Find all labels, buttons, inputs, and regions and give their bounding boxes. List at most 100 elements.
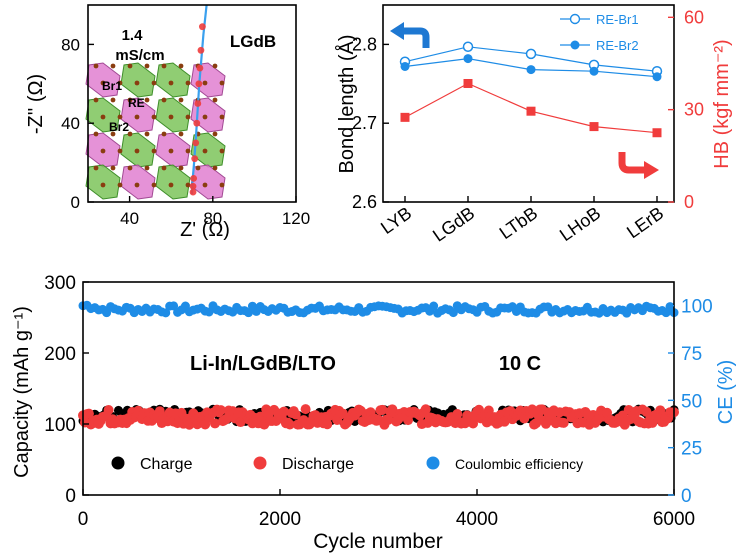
re-br2-point [589, 66, 599, 76]
legend-re-br2: RE-Br2 [596, 38, 639, 53]
site-label-br2: Br2 [109, 120, 129, 134]
discharge-point [209, 418, 220, 429]
bromine-atom [151, 80, 157, 86]
bromine-atom [219, 80, 225, 86]
green-polyhedron [155, 164, 191, 200]
category-label: LTbB [496, 203, 542, 243]
conductivity-unit: mS/cm [115, 47, 164, 64]
bond-length-plot-frame [382, 4, 675, 203]
rate-annotation: 10 C [499, 353, 541, 375]
capacity-y-tick-label: 200 [44, 344, 76, 365]
impedance-y-tick-label: 80 [61, 35, 80, 54]
category-label: LGdB [429, 203, 478, 246]
bromine-atom [134, 80, 140, 86]
hardness-point [589, 122, 599, 132]
bromine-atom [161, 63, 167, 69]
discharge-point [452, 408, 463, 419]
impedance-x-tick-label: 120 [282, 209, 310, 228]
legend-charge-marker [111, 456, 125, 470]
capacity-y-tick-label: 100 [44, 415, 76, 436]
bromine-atom [93, 63, 99, 69]
pink-polyhedron [85, 62, 121, 98]
bromine-atom [151, 148, 157, 154]
green-polyhedron [120, 62, 156, 98]
bromine-atom [202, 114, 208, 120]
discharge-point [420, 404, 431, 415]
legend-open-circle-marker [569, 13, 581, 25]
re-br2-point [526, 65, 536, 75]
cycle-x-tick-label: 4000 [456, 509, 498, 530]
bromine-atom [93, 131, 99, 137]
legend-filled-circle-marker [570, 40, 580, 50]
bond-length-legend: RE-Br1 RE-Br2 [560, 12, 639, 53]
ce-y-tick-label: 75 [681, 344, 702, 365]
re-br1-point [462, 41, 474, 53]
bromine-atom [168, 114, 174, 120]
left-axis-arrow-icon [401, 27, 430, 48]
discharge-point [558, 417, 569, 428]
bromine-atom [110, 165, 116, 171]
bromine-atom [212, 97, 218, 103]
bromine-atom [219, 114, 225, 120]
bromine-atom [100, 114, 106, 120]
impedance-point [189, 188, 197, 196]
bromine-atom [219, 182, 225, 188]
bond-length-panel: LYB LGdB LTbB LHoB LErB 2.6 2.7 2.8 0 30 60 RE-Br1… [335, 4, 733, 246]
bond-length-ticks: LYB LGdB LTbB LHoB LErB 2.6 2.7 2.8 0 30 60 [352, 7, 704, 245]
bond-length-y-label: Bond length (Å) [335, 35, 358, 174]
pink-polyhedron [190, 164, 226, 200]
bromine-atom [219, 148, 225, 154]
impedance-point [196, 64, 204, 72]
ce-y-label: CE (%) [715, 360, 737, 424]
bromine-atom [212, 63, 218, 69]
category-label: LYB [377, 203, 415, 238]
impedance-x-label: Z' (Ω) [180, 219, 230, 241]
bromine-atom [212, 165, 218, 171]
right-axis-arrow-icon [618, 152, 646, 174]
discharge-point [655, 405, 666, 416]
bond-length-y-tick-label: 2.7 [352, 113, 377, 133]
discharge-point [290, 409, 301, 420]
bromine-atom [117, 114, 123, 120]
legend-discharge-marker [253, 456, 267, 470]
cycling-plot-frame [82, 281, 675, 496]
bromine-atom [144, 131, 150, 137]
bromine-atom [144, 97, 150, 103]
cycle-x-tick-label: 2000 [259, 509, 301, 530]
impedance-point [192, 139, 200, 147]
bromine-atom [195, 165, 201, 171]
legend-discharge: Discharge [282, 456, 354, 473]
hardness-y-tick-label: 60 [684, 7, 704, 27]
discharge-point [531, 418, 542, 429]
discharge-point [468, 418, 479, 429]
bromine-atom [117, 80, 123, 86]
bromine-atom [93, 97, 99, 103]
impedance-marks [189, 4, 208, 196]
cycle-x-tick-label: 6000 [653, 509, 695, 530]
impedance-panel: 1.4 mS/cm LGdB Br1 RE Br2 40 80 120 0 40 80 -… [25, 4, 310, 241]
impedance-y-tick-label: 40 [61, 114, 80, 133]
legend-ce: Coulombic efficiency [455, 456, 583, 472]
bromine-atom [144, 165, 150, 171]
bromine-atom [178, 131, 184, 137]
impedance-x-tick-label: 80 [203, 209, 222, 228]
discharge-point [383, 414, 394, 425]
bromine-atom [144, 63, 150, 69]
re-br2-point [652, 72, 662, 82]
discharge-point [103, 404, 114, 415]
discharge-point [322, 419, 333, 430]
ce-y-tick-label: 25 [681, 439, 702, 460]
impedance-ticks: 40 80 120 0 40 80 [61, 35, 310, 228]
category-label: LHoB [556, 203, 604, 245]
bromine-atom [100, 148, 106, 154]
bromine-atom [100, 182, 106, 188]
site-label-re: RE [128, 96, 145, 110]
sample-label: LGdB [230, 32, 276, 51]
bromine-atom [127, 97, 133, 103]
impedance-y-tick-label: 0 [71, 193, 80, 212]
bromine-atom [185, 80, 191, 86]
capacity-y-label: Capacity (mAh g⁻¹) [11, 306, 33, 478]
cycling-marks [78, 300, 679, 430]
bond-length-y-tick-label: 2.6 [352, 192, 377, 212]
